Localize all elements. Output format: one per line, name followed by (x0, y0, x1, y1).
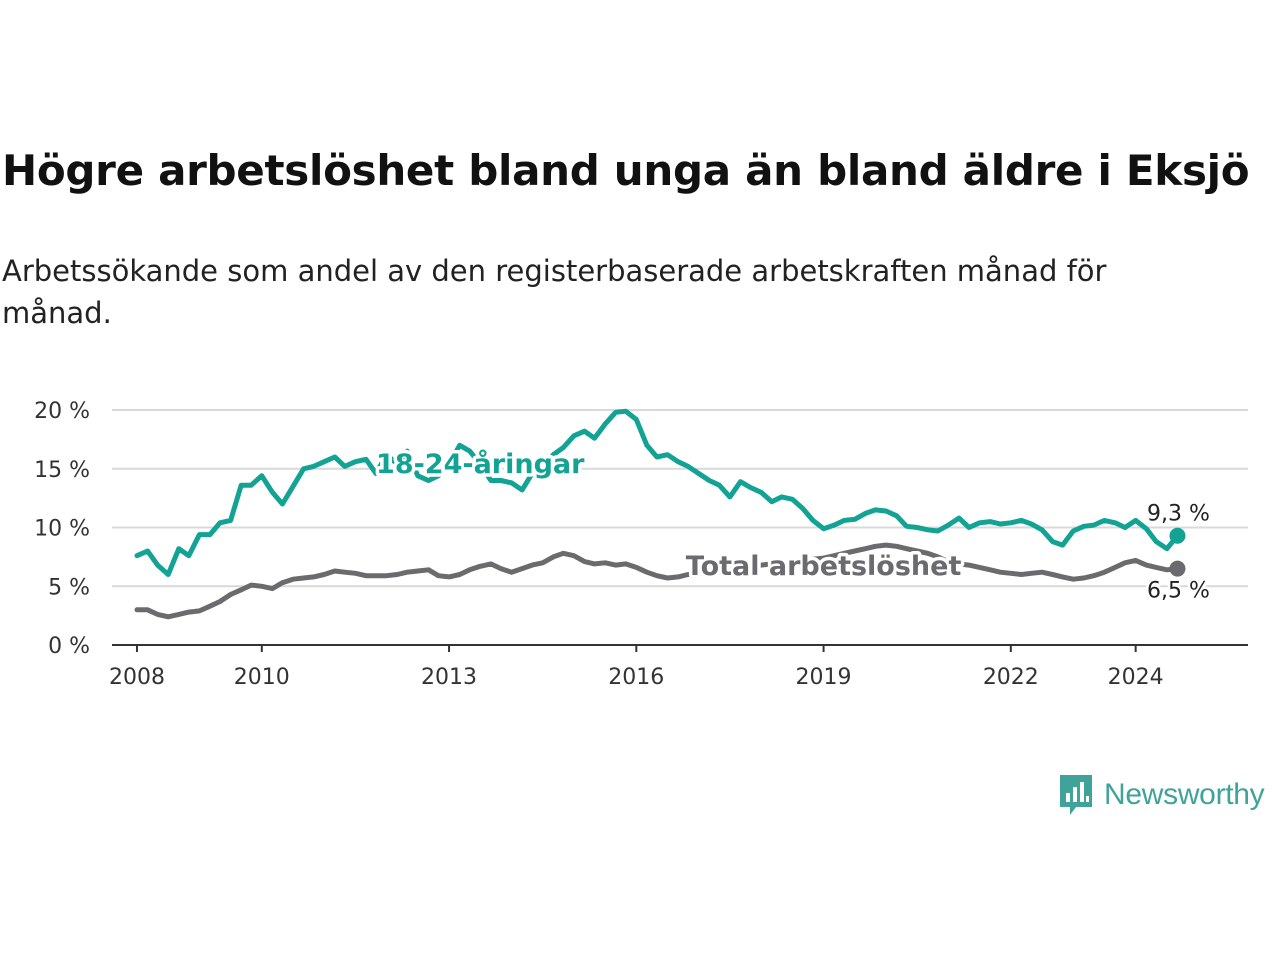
series-line-total (134, 542, 1180, 620)
brand-name: Newsworthy (1104, 778, 1265, 811)
x-tick-label: 2013 (421, 665, 477, 690)
line-chart: 0 % 5 % 10 % 15 % 20 % 2008 2010 2013 2016 2019 20… (34, 399, 1248, 690)
x-tick-label: 2024 (1108, 665, 1164, 690)
series-lines (134, 408, 1180, 620)
x-tick-label: 2022 (983, 665, 1039, 690)
series-labels: 18-24-åringar Total arbetslöshet 9,3 % 6,5 … (373, 444, 1213, 606)
chart-subtitle: Arbetssökande som andel av den registerb… (2, 254, 1107, 330)
axes: 0 % 5 % 10 % 15 % 20 % 2008 2010 2013 2016 2019 20… (34, 399, 1248, 690)
newsworthy-brand: Newsworthy (1058, 772, 1265, 818)
grid-lines (112, 409, 1248, 588)
series-label-total: Total arbetslöshet (686, 551, 962, 582)
newsworthy-logo-icon (1060, 775, 1092, 815)
y-tick-label: 0 % (48, 634, 90, 659)
end-label-total: 6,5 % (1147, 579, 1210, 604)
chart-title: Högre arbetslöshet bland unga än bland ä… (2, 146, 1250, 195)
y-tick-label: 20 % (34, 399, 90, 424)
end-label-youth: 9,3 % (1147, 502, 1210, 527)
x-tick-label: 2019 (796, 665, 852, 690)
x-tick-label: 2016 (608, 665, 664, 690)
x-tick-label: 2010 (234, 665, 290, 690)
end-dot-total (1169, 560, 1186, 577)
end-dot-youth (1169, 527, 1186, 544)
y-tick-label: 5 % (48, 575, 90, 600)
series-line-youth (134, 408, 1180, 577)
y-tick-label: 15 % (34, 458, 90, 483)
x-tick-label: 2008 (109, 665, 165, 690)
series-label-youth: 18-24-åringar (376, 448, 585, 480)
y-tick-label: 10 % (34, 517, 90, 542)
